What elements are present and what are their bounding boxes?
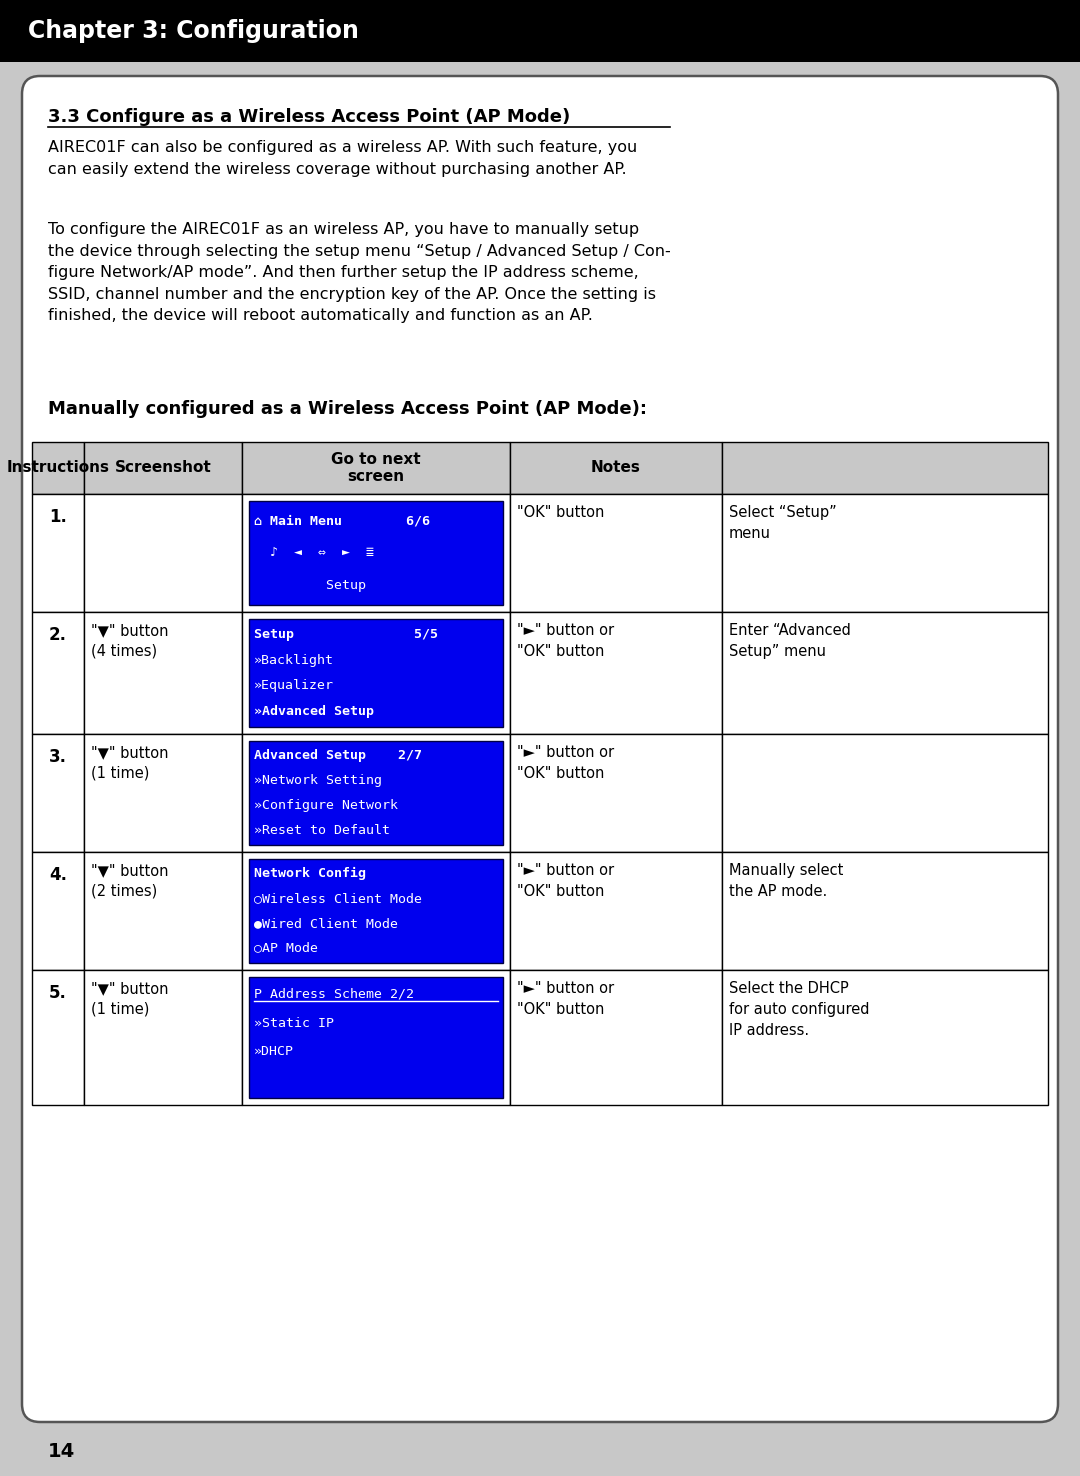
Bar (242, 494, 510, 613)
Text: AIREC01F can also be configured as a wireless AP. With such feature, you
can eas: AIREC01F can also be configured as a wir… (48, 140, 637, 177)
Bar (249, 618, 503, 728)
Text: ○Wireless Client Mode: ○Wireless Client Mode (254, 892, 422, 905)
Text: Manually select
the AP mode.: Manually select the AP mode. (729, 863, 843, 899)
Bar (510, 494, 723, 613)
Bar (723, 613, 1048, 734)
Bar (249, 977, 503, 1098)
Text: Go to next
screen: Go to next screen (332, 452, 421, 484)
Bar (32, 852, 84, 970)
Bar (32, 734, 84, 852)
Text: To configure the AIREC01F as an wireless AP, you have to manually setup
the devi: To configure the AIREC01F as an wireless… (48, 221, 671, 323)
Bar (242, 613, 510, 734)
Bar (510, 441, 723, 494)
Text: »Network Setting: »Network Setting (254, 773, 382, 787)
Bar (723, 494, 1048, 613)
Text: 4.: 4. (49, 866, 67, 884)
Bar (723, 852, 1048, 970)
Text: ♪  ◄  ⇔  ►  ≣: ♪ ◄ ⇔ ► ≣ (254, 546, 374, 559)
Bar (249, 859, 503, 962)
Bar (242, 970, 510, 1106)
Text: »DHCP: »DHCP (254, 1045, 294, 1058)
Text: 3.: 3. (49, 748, 67, 766)
Text: Setup               5/5: Setup 5/5 (254, 627, 438, 641)
Text: »Advanced Setup: »Advanced Setup (254, 706, 374, 717)
Text: Network Config: Network Config (254, 868, 366, 880)
Text: "▼" button
(2 times): "▼" button (2 times) (91, 863, 168, 899)
Bar (32, 494, 84, 613)
Text: Enter “Advanced
Setup” menu: Enter “Advanced Setup” menu (729, 623, 851, 658)
Text: 2.: 2. (49, 626, 67, 644)
Bar (249, 500, 503, 605)
Text: ●Wired Client Mode: ●Wired Client Mode (254, 917, 399, 930)
Bar (510, 852, 723, 970)
Text: »Configure Network: »Configure Network (254, 799, 399, 812)
Text: "►" button or
"OK" button: "►" button or "OK" button (517, 863, 615, 899)
Text: Advanced Setup    2/7: Advanced Setup 2/7 (254, 750, 422, 763)
Text: 14: 14 (48, 1442, 76, 1461)
Bar (84, 494, 242, 613)
Bar (84, 441, 242, 494)
Bar (723, 734, 1048, 852)
Text: »Backlight: »Backlight (254, 654, 334, 667)
Text: "►" button or
"OK" button: "►" button or "OK" button (517, 623, 615, 658)
Text: »Equalizer: »Equalizer (254, 679, 334, 692)
Bar (242, 734, 510, 852)
Text: »Reset to Default: »Reset to Default (254, 824, 390, 837)
Text: 1.: 1. (49, 508, 67, 525)
Bar (249, 741, 503, 844)
Text: "▼" button
(4 times): "▼" button (4 times) (91, 623, 168, 658)
Bar (32, 970, 84, 1106)
Bar (84, 852, 242, 970)
Text: Select the DHCP
for auto configured
IP address.: Select the DHCP for auto configured IP a… (729, 982, 869, 1038)
Bar (32, 613, 84, 734)
Text: "►" button or
"OK" button: "►" button or "OK" button (517, 745, 615, 781)
Bar (242, 441, 510, 494)
Bar (510, 970, 723, 1106)
Bar (723, 970, 1048, 1106)
Text: P Address Scheme 2/2: P Address Scheme 2/2 (254, 987, 414, 1001)
Text: Notes: Notes (591, 461, 640, 475)
Text: »Static IP: »Static IP (254, 1017, 334, 1030)
Bar (84, 734, 242, 852)
Text: Screenshot: Screenshot (114, 461, 212, 475)
Bar (84, 970, 242, 1106)
Text: Instructions: Instructions (6, 461, 109, 475)
Text: "▼" button
(1 time): "▼" button (1 time) (91, 745, 168, 781)
Text: Chapter 3: Configuration: Chapter 3: Configuration (28, 19, 359, 43)
Text: 3.3 Configure as a Wireless Access Point (AP Mode): 3.3 Configure as a Wireless Access Point… (48, 108, 570, 125)
Text: "►" button or
"OK" button: "►" button or "OK" button (517, 982, 615, 1017)
Bar (0, 0, 1080, 62)
Bar (723, 441, 1048, 494)
Text: Setup: Setup (254, 579, 366, 592)
Text: 5.: 5. (49, 984, 67, 1002)
Bar (242, 852, 510, 970)
FancyBboxPatch shape (22, 75, 1058, 1421)
Text: ⌂ Main Menu        6/6: ⌂ Main Menu 6/6 (254, 514, 430, 527)
Text: ○AP Mode: ○AP Mode (254, 942, 318, 955)
Bar (510, 734, 723, 852)
Text: "OK" button: "OK" button (517, 505, 605, 520)
Bar (510, 613, 723, 734)
Bar (84, 613, 242, 734)
Text: Manually configured as a Wireless Access Point (AP Mode):: Manually configured as a Wireless Access… (48, 400, 647, 418)
Bar (32, 441, 84, 494)
Text: Select “Setup”
menu: Select “Setup” menu (729, 505, 837, 542)
Text: "▼" button
(1 time): "▼" button (1 time) (91, 982, 168, 1017)
